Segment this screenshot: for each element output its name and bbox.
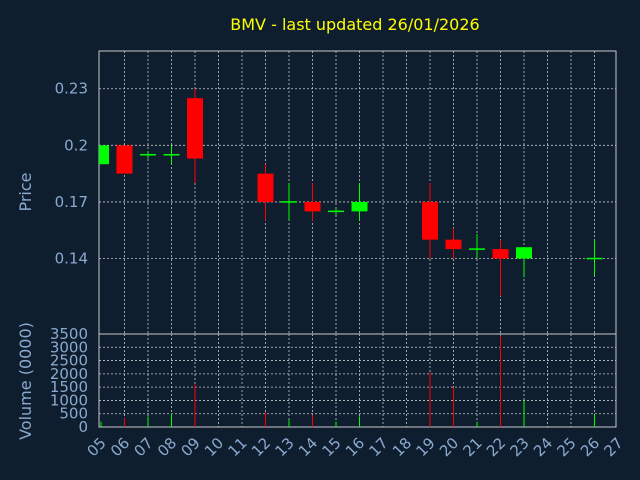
candle-body xyxy=(187,98,203,159)
x-tick-label: 22 xyxy=(483,434,509,460)
price-y-tick-label: 0.2 xyxy=(64,136,88,154)
price-axis-label: Price xyxy=(16,172,35,211)
volume-bars xyxy=(100,335,595,427)
x-tick-label: 14 xyxy=(295,434,321,460)
volume-axis-label: Volume (0000) xyxy=(16,322,35,440)
volume-plot-frame xyxy=(98,333,617,428)
x-tick-label: 05 xyxy=(84,434,110,460)
x-tick-label: 23 xyxy=(507,434,533,460)
volume-y-tick-label: 0 xyxy=(78,418,88,436)
candle-body xyxy=(422,201,438,240)
x-tick-label: 08 xyxy=(154,434,180,460)
candles xyxy=(99,88,603,297)
volume-y-tick-label: 3500 xyxy=(50,325,88,343)
x-tick-label: 06 xyxy=(107,434,133,460)
volume-y-tick-label: 2500 xyxy=(50,352,88,370)
x-tick-label: 18 xyxy=(389,434,415,460)
x-tick-label: 21 xyxy=(460,434,486,460)
price-y-tick-labels: 0.14 0.17 0.2 0.23 xyxy=(55,80,88,268)
volume-y-tick-label: 1000 xyxy=(50,391,88,409)
price-plot-frame xyxy=(98,50,617,335)
x-tick-label: 26 xyxy=(577,434,603,460)
x-tick-label: 07 xyxy=(131,434,157,460)
candle-body xyxy=(99,145,109,165)
chart-title: BMV - last updated 26/01/2026 xyxy=(230,15,479,34)
candle-body xyxy=(445,239,462,250)
x-tick-label: 25 xyxy=(554,434,580,460)
x-axis-label: Day xyxy=(333,457,363,475)
candle-body xyxy=(257,173,274,202)
x-tick-label: 10 xyxy=(201,434,227,460)
x-tick-label: 11 xyxy=(225,434,251,460)
x-tick-label: 12 xyxy=(248,434,274,460)
candle-body xyxy=(351,201,368,212)
candle-body xyxy=(492,249,509,259)
x-tick-label: 19 xyxy=(413,434,439,460)
x-tick-label: 24 xyxy=(530,434,556,460)
candle-body xyxy=(304,201,321,212)
volume-gridlines xyxy=(99,334,616,427)
price-gridlines xyxy=(99,51,616,334)
price-y-tick-label: 0.17 xyxy=(55,193,88,211)
price-y-tick-label: 0.14 xyxy=(55,250,88,268)
x-tick-label: 20 xyxy=(436,434,462,460)
price-panel: 0.14 0.17 0.2 0.23 Price xyxy=(16,50,617,335)
volume-y-tick-label: 500 xyxy=(59,405,88,423)
volume-y-tick-label: 2000 xyxy=(50,365,88,383)
candle-body xyxy=(516,247,532,259)
volume-y-tick-label: 1500 xyxy=(50,378,88,396)
x-tick-label: 27 xyxy=(601,434,627,460)
volume-y-tick-label: 3000 xyxy=(50,338,88,356)
price-y-tick-label: 0.23 xyxy=(55,80,88,98)
x-tick-label: 09 xyxy=(178,434,204,460)
x-tick-label: 13 xyxy=(272,434,298,460)
candle-body xyxy=(116,145,133,174)
x-tick-label: 17 xyxy=(366,434,392,460)
